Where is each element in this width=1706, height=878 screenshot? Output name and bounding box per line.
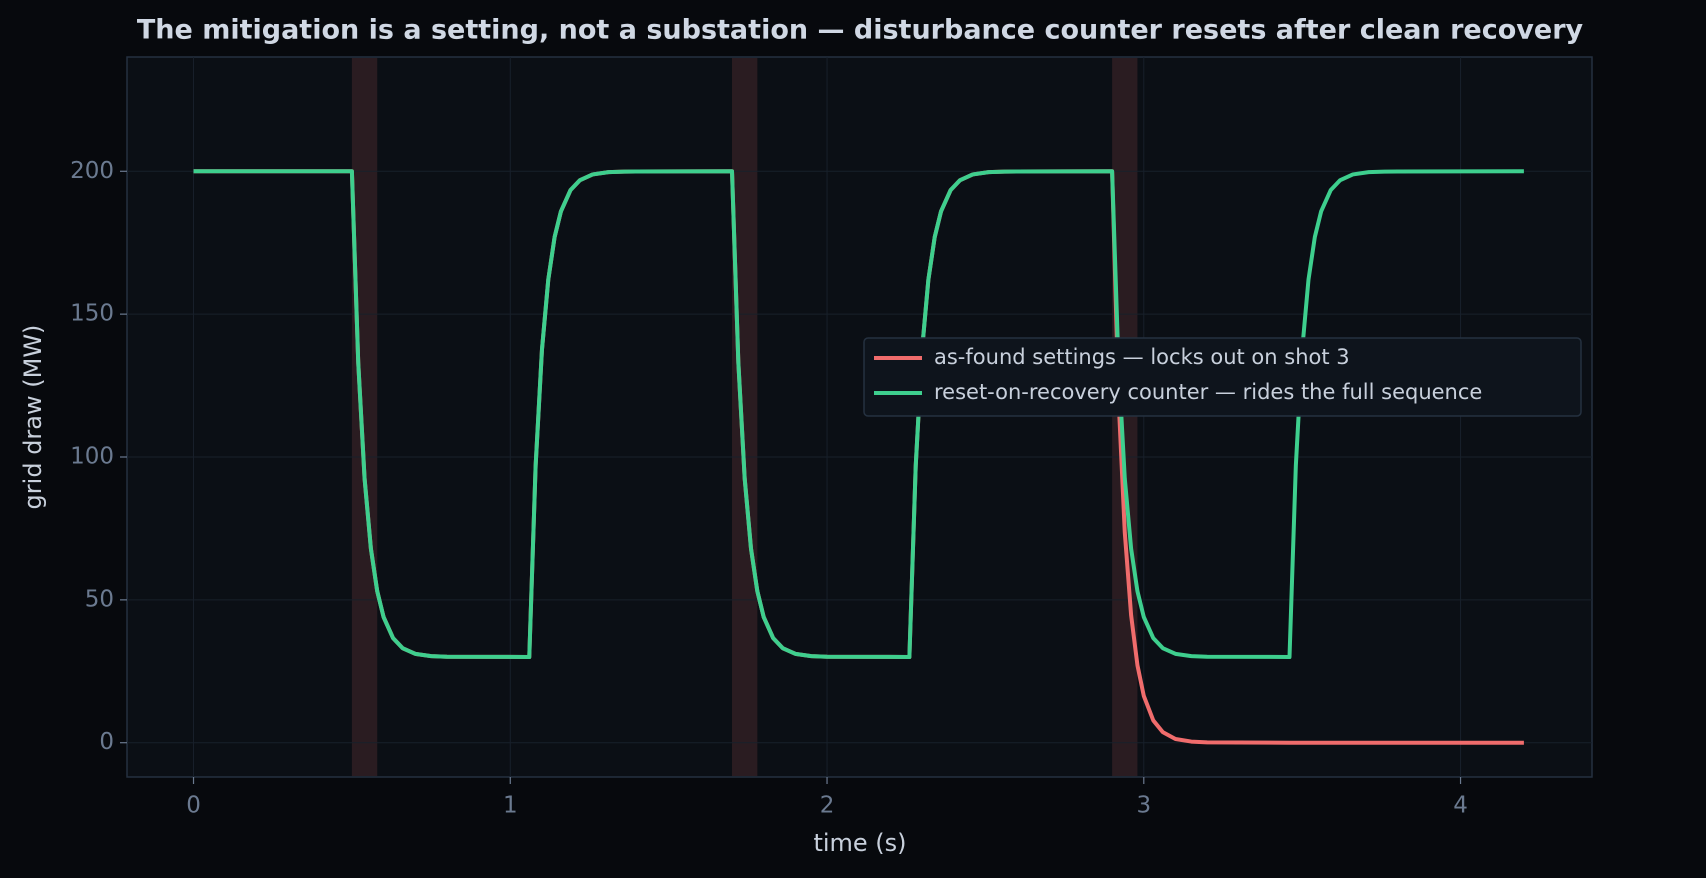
x-tick-label: 0 [186,793,201,819]
y-tick-label: 50 [85,586,114,612]
x-tick-label: 1 [503,793,518,819]
y-tick-label: 200 [70,158,114,184]
legend-label: as-found settings — locks out on shot 3 [934,345,1350,369]
legend: as-found settings — locks out on shot 3 r… [863,337,1582,417]
x-tick-label: 3 [1136,793,1151,819]
disturbance-span [351,58,378,776]
legend-label: reset-on-recovery counter — rides the fu… [934,380,1482,404]
x-axis-label: time (s) [813,829,906,857]
disturbance-span [1112,58,1138,776]
disturbance-span [732,58,758,776]
plot-area [126,56,1593,778]
x-tick-label: 2 [820,793,835,819]
series-line [193,169,1524,659]
x-tick-label: 4 [1453,793,1468,819]
chart-title: The mitigation is a setting, not a subst… [137,15,1584,46]
y-tick-label: 100 [70,444,114,470]
y-tick-label: 150 [70,301,114,327]
y-tick-label: 0 [99,729,114,755]
legend-box [863,337,1582,417]
y-axis-label: grid draw (MW) [19,325,47,510]
